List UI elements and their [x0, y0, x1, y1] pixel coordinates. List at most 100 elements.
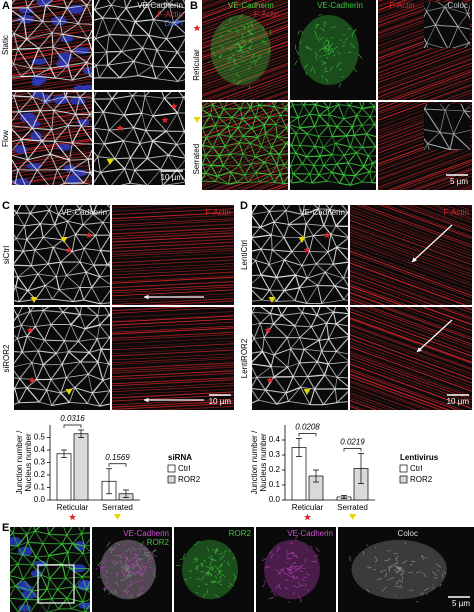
cell-junction — [83, 598, 90, 603]
cell-junction — [314, 374, 326, 390]
cell-junction — [85, 580, 90, 590]
cell-junction — [86, 62, 92, 65]
cell-junction — [281, 307, 288, 316]
cell-junction — [245, 380, 251, 389]
cell-junction — [290, 172, 294, 175]
actin-fiber — [112, 263, 234, 270]
cell-junction — [95, 17, 104, 39]
actin-fiber — [112, 379, 234, 387]
cell-junction — [348, 104, 363, 109]
cell-fiber — [276, 547, 280, 553]
cell-junction — [79, 97, 91, 115]
actin-fiber — [112, 259, 234, 267]
cell-junction — [335, 225, 348, 238]
error-bar — [341, 495, 347, 499]
actin-fiber — [112, 307, 196, 312]
cell-fiber — [395, 567, 401, 570]
cell-fiber — [125, 555, 128, 561]
cell-junction — [21, 324, 36, 328]
scale-label: 10 µm — [161, 173, 184, 182]
cell-junction — [299, 326, 312, 339]
cell-fiber — [298, 596, 303, 602]
cell-junction — [24, 225, 27, 240]
cell-junction — [250, 156, 256, 165]
cell-junction — [17, 599, 27, 612]
actin-fiber — [202, 102, 257, 122]
cell-junction — [62, 311, 72, 325]
actin-fiber — [202, 53, 288, 87]
cell-junction — [87, 159, 91, 173]
actin-fiber — [202, 102, 273, 128]
cell-junction — [202, 102, 208, 109]
actin-fiber — [202, 0, 229, 10]
actin-fiber — [350, 270, 445, 305]
cell-junction — [34, 249, 49, 265]
cell-junction — [318, 164, 325, 176]
actin-fiber — [350, 292, 386, 305]
cell-junction — [294, 300, 307, 305]
cell-junction — [66, 271, 87, 277]
cell-junction — [318, 340, 323, 352]
cell-fiber — [295, 50, 300, 56]
cell-junction — [128, 92, 133, 96]
cell-junction — [353, 135, 363, 148]
cell-fiber — [248, 33, 253, 36]
cell-junction — [299, 113, 311, 129]
cell-fiber — [232, 57, 235, 61]
actin-fiber — [112, 227, 234, 235]
cell-junction — [39, 101, 46, 111]
cell-junction — [59, 182, 65, 185]
cell-junction — [269, 259, 285, 265]
actin-fiber — [248, 85, 288, 100]
actin-fiber — [350, 231, 472, 278]
actin-fiber — [350, 392, 398, 410]
cell-junction — [51, 597, 68, 600]
cell-junction — [288, 387, 301, 402]
cell-junction — [17, 315, 22, 326]
cell-junction — [212, 102, 217, 106]
cell-fiber — [104, 587, 107, 591]
cell-junction — [285, 205, 291, 211]
cell-junction — [10, 585, 16, 589]
cell-junction — [30, 309, 44, 312]
cell-junction — [461, 2, 469, 15]
cell-junction — [14, 370, 21, 379]
cell-junction — [151, 49, 158, 67]
cell-junction — [313, 155, 321, 166]
actin-fiber — [112, 341, 234, 348]
cell-junction — [153, 3, 170, 20]
scale-label: 5 µm — [450, 177, 468, 186]
channel-label: ROR2 — [229, 529, 252, 538]
cell-junction — [295, 152, 304, 165]
cell-junction — [102, 222, 110, 224]
cell-junction — [349, 135, 355, 148]
cell-junction — [156, 38, 167, 51]
cell-junction — [292, 376, 301, 388]
row-label: Serrated — [192, 144, 201, 175]
channel-label: F-Actin — [158, 10, 183, 19]
scale-label: 5 µm — [452, 599, 470, 608]
cell-fiber — [106, 585, 112, 590]
cell-junction — [58, 289, 74, 303]
cell-junction — [42, 237, 54, 248]
cell-junction — [65, 568, 71, 579]
actin-fiber — [350, 323, 472, 369]
cell-junction — [30, 212, 41, 225]
cell-junction — [38, 46, 54, 49]
actin-fiber — [112, 356, 234, 364]
cell-junction — [218, 125, 229, 135]
cell-junction — [259, 323, 265, 338]
actin-fiber — [350, 397, 384, 410]
cell-junction — [21, 351, 33, 363]
cell-junction — [316, 311, 334, 316]
cell-junction — [124, 168, 131, 184]
cell-junction — [133, 127, 146, 132]
cell-junction — [68, 351, 81, 363]
cell-fiber — [297, 581, 301, 587]
cell-junction — [68, 142, 73, 161]
cell-junction — [290, 145, 297, 154]
cell-fiber — [188, 570, 193, 573]
cell-fiber — [318, 35, 321, 38]
cell-fiber — [297, 30, 301, 35]
cell-junction — [435, 24, 448, 48]
